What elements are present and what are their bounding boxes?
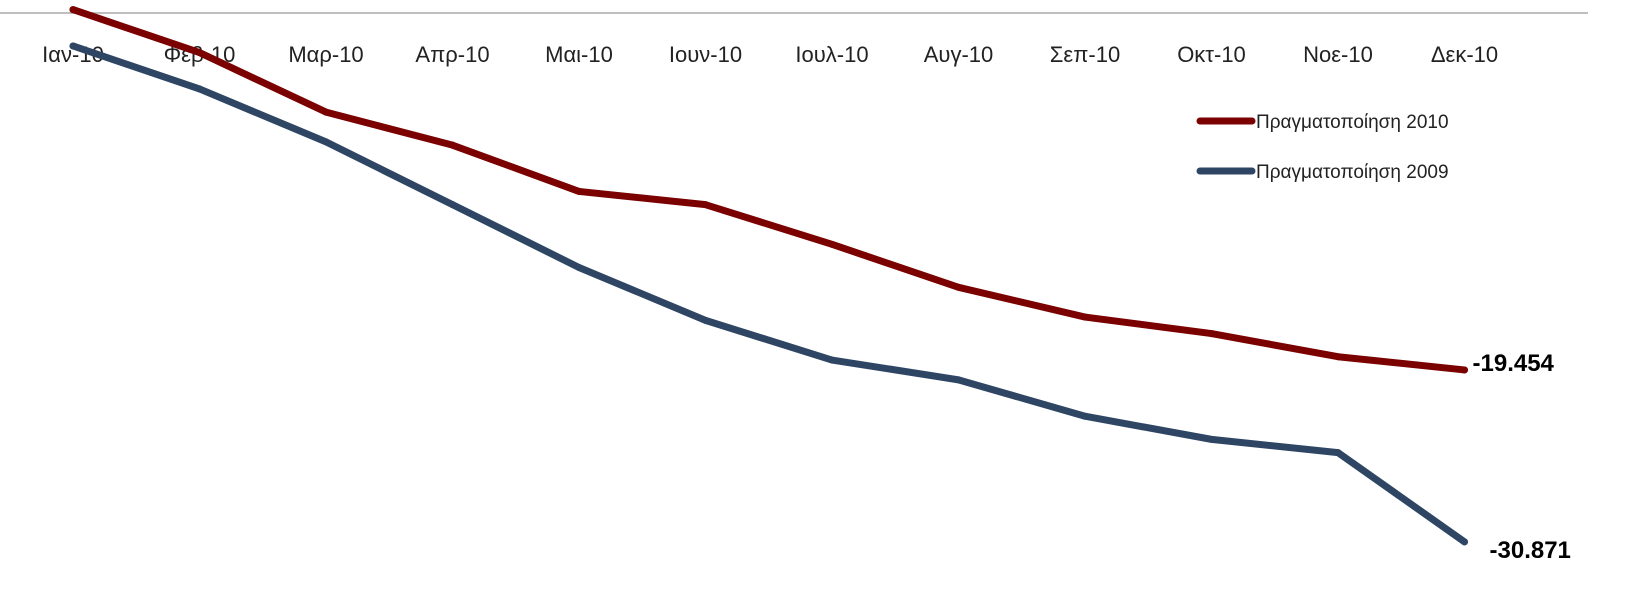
- end-value-label: -30.871: [1490, 537, 1571, 564]
- series-line-2: [69, 42, 1468, 546]
- data-point: [1081, 313, 1089, 321]
- x-tick-label: Νοε-10: [1303, 42, 1373, 67]
- data-point: [1081, 412, 1089, 420]
- x-tick-label: Ιουλ-10: [795, 42, 868, 67]
- x-tick-label: Απρ-10: [415, 42, 489, 67]
- x-tick-label: Οκτ-10: [1177, 42, 1246, 67]
- data-point: [1461, 538, 1468, 546]
- legend-label: Πραγματοποίηση 2010: [1256, 112, 1449, 133]
- end-value-label: -19.454: [1473, 350, 1555, 377]
- data-point: [196, 49, 203, 57]
- x-tick-label: Αυγ-10: [924, 42, 994, 67]
- data-point: [449, 141, 456, 149]
- x-tick-label: Μαι-10: [545, 42, 613, 67]
- data-point: [955, 283, 962, 291]
- legend: Πραγματοποίηση 2010 Πραγματοποίηση 2009: [1196, 112, 1449, 183]
- data-point: [828, 356, 836, 364]
- data-point: [955, 376, 962, 384]
- data-point: [575, 187, 583, 195]
- x-tick-label: Δεκ-10: [1431, 42, 1498, 67]
- data-point: [196, 85, 203, 93]
- legend-label: Πραγματοποίηση 2009: [1256, 162, 1449, 183]
- data-point: [1208, 330, 1215, 338]
- data-point: [1334, 449, 1342, 457]
- data-point: [322, 108, 330, 116]
- data-point: [828, 240, 836, 248]
- data-point: [449, 201, 456, 209]
- data-point: [575, 263, 583, 271]
- data-point: [69, 6, 77, 14]
- x-tick-labels: Ιαν-10Φεβ-10Μαρ-10Απρ-10Μαι-10Ιουν-10Ιου…: [42, 42, 1498, 67]
- x-tick-label: Μαρ-10: [288, 42, 363, 67]
- data-point: [1208, 435, 1215, 443]
- data-point: [702, 201, 709, 209]
- series-line-1: [69, 6, 1468, 374]
- x-tick-label: Ιουν-10: [669, 42, 742, 67]
- data-point: [69, 42, 77, 50]
- x-tick-label: Σεπ-10: [1050, 42, 1120, 67]
- data-point: [1461, 366, 1468, 374]
- data-point: [1334, 353, 1342, 361]
- data-point: [322, 138, 330, 146]
- series-lines: [69, 6, 1468, 546]
- data-point: [702, 316, 709, 324]
- end-labels: -19.454 -30.871: [1473, 350, 1571, 564]
